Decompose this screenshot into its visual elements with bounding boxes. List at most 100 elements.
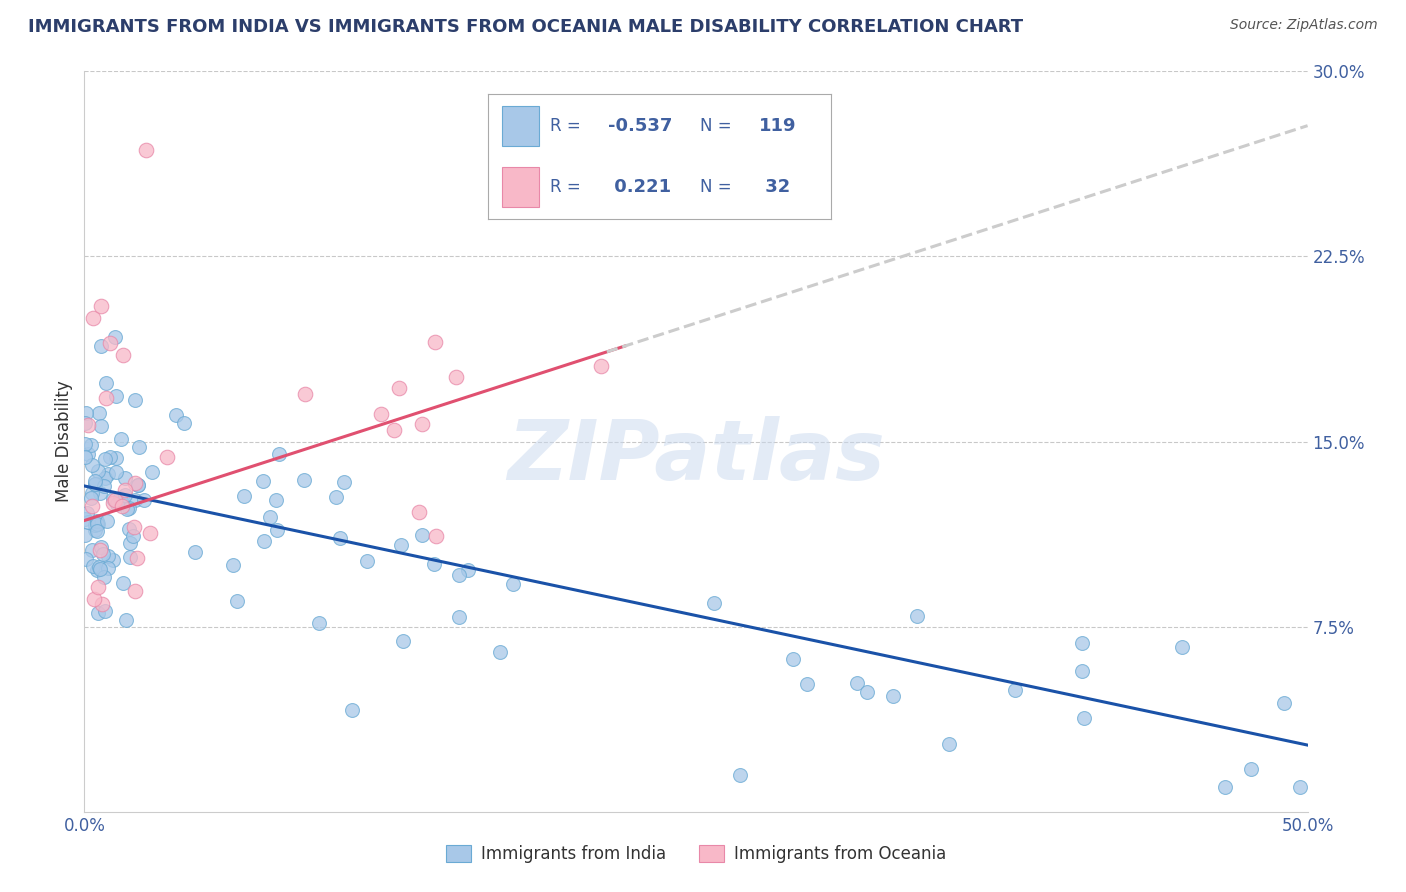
Point bbox=[101, 553, 124, 567]
Point bbox=[226, 594, 249, 608]
Point bbox=[308, 615, 330, 630]
Point bbox=[173, 417, 195, 431]
Point bbox=[75, 406, 97, 420]
Point bbox=[114, 483, 136, 497]
Point bbox=[90, 597, 112, 611]
Point bbox=[90, 540, 112, 554]
Point bbox=[127, 478, 149, 492]
Point bbox=[232, 489, 254, 503]
Text: ZIPatlas: ZIPatlas bbox=[508, 416, 884, 497]
Point bbox=[90, 299, 112, 313]
Point bbox=[110, 432, 132, 446]
Point bbox=[118, 549, 141, 564]
Point bbox=[122, 529, 145, 543]
Point bbox=[93, 570, 115, 584]
Point bbox=[97, 549, 120, 563]
Point bbox=[938, 737, 960, 751]
Point bbox=[124, 492, 146, 507]
Point bbox=[77, 418, 100, 433]
Legend: Immigrants from India, Immigrants from Oceania: Immigrants from India, Immigrants from O… bbox=[439, 838, 953, 870]
Point bbox=[156, 450, 179, 465]
Point bbox=[329, 531, 352, 545]
Point bbox=[124, 392, 146, 407]
Point bbox=[111, 499, 134, 513]
Point bbox=[83, 477, 105, 491]
Point bbox=[905, 609, 928, 624]
Point bbox=[128, 440, 150, 454]
Point bbox=[127, 478, 149, 492]
Point bbox=[97, 467, 120, 481]
Point bbox=[120, 535, 142, 549]
Point bbox=[111, 576, 134, 591]
Point bbox=[370, 407, 392, 421]
Point bbox=[1004, 683, 1026, 698]
Point bbox=[94, 451, 117, 466]
Point bbox=[141, 465, 163, 479]
Point bbox=[127, 550, 149, 565]
Point bbox=[98, 450, 121, 465]
Point bbox=[80, 486, 103, 500]
Point bbox=[75, 512, 97, 526]
Point bbox=[86, 517, 108, 532]
Point bbox=[89, 486, 111, 500]
Point bbox=[422, 557, 444, 571]
Point bbox=[94, 376, 117, 390]
Point bbox=[425, 529, 447, 543]
Point bbox=[252, 474, 274, 488]
Point bbox=[97, 560, 120, 574]
Point bbox=[388, 381, 411, 395]
Point bbox=[408, 505, 430, 519]
Point bbox=[84, 477, 107, 491]
Point bbox=[75, 552, 97, 566]
Point bbox=[703, 596, 725, 610]
Point bbox=[94, 603, 117, 617]
Point bbox=[796, 677, 818, 691]
Point bbox=[76, 506, 98, 520]
Point bbox=[389, 538, 412, 552]
Point bbox=[82, 558, 104, 573]
Point bbox=[124, 584, 146, 599]
Point bbox=[728, 768, 751, 782]
Point bbox=[845, 676, 868, 690]
Point bbox=[264, 493, 287, 508]
Text: Source: ZipAtlas.com: Source: ZipAtlas.com bbox=[1230, 18, 1378, 32]
Point bbox=[294, 387, 316, 401]
Point bbox=[104, 330, 127, 344]
Point bbox=[124, 519, 146, 533]
Point bbox=[87, 464, 110, 478]
Point bbox=[89, 561, 111, 575]
Point bbox=[80, 458, 103, 472]
Point bbox=[83, 475, 105, 489]
Point bbox=[1071, 664, 1094, 678]
Point bbox=[75, 416, 97, 430]
Point bbox=[93, 479, 115, 493]
Point bbox=[118, 522, 141, 536]
Point bbox=[184, 545, 207, 559]
Point bbox=[356, 554, 378, 568]
Point bbox=[96, 514, 118, 528]
Point bbox=[83, 592, 105, 607]
Point bbox=[782, 652, 804, 666]
Point bbox=[91, 548, 114, 562]
Point bbox=[392, 634, 415, 648]
Point bbox=[882, 689, 904, 703]
Point bbox=[266, 523, 288, 537]
Point bbox=[115, 613, 138, 627]
Point bbox=[342, 703, 364, 717]
Point bbox=[502, 576, 524, 591]
Point bbox=[94, 391, 117, 405]
Point bbox=[86, 524, 108, 539]
Point bbox=[411, 528, 433, 542]
Point bbox=[447, 567, 470, 582]
Point bbox=[267, 448, 290, 462]
Point bbox=[444, 370, 467, 384]
Point bbox=[425, 334, 447, 349]
Point bbox=[84, 523, 107, 537]
Point bbox=[139, 526, 162, 541]
Point bbox=[86, 514, 108, 528]
Point bbox=[87, 560, 110, 574]
Point bbox=[86, 563, 108, 577]
Point bbox=[253, 533, 276, 548]
Point bbox=[1272, 696, 1295, 710]
Point bbox=[101, 492, 124, 507]
